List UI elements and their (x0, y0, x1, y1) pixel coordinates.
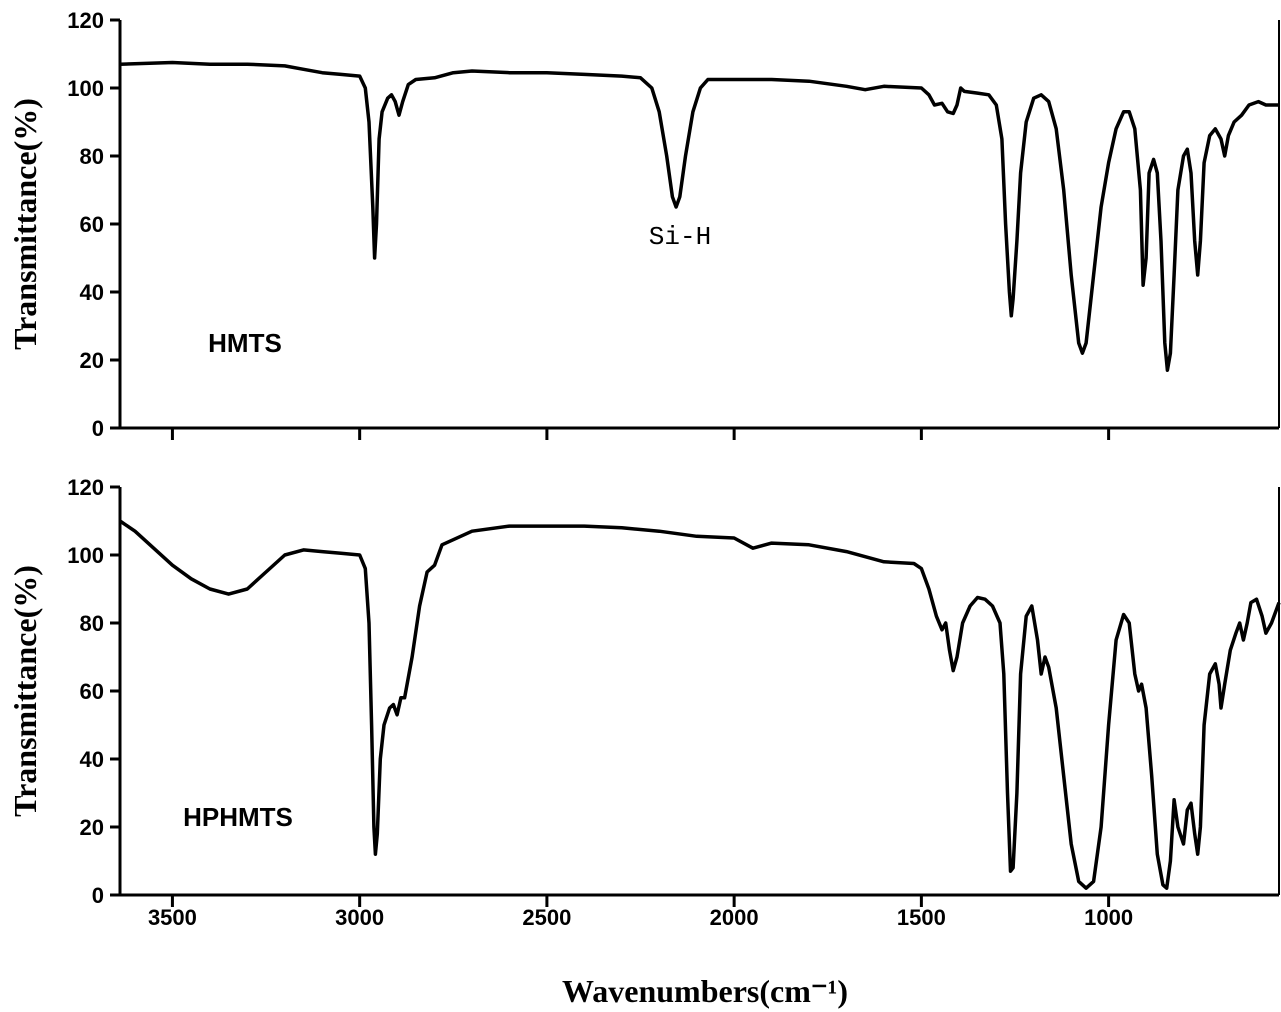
y-tick-label: 20 (80, 348, 104, 373)
y-tick-label: 60 (80, 212, 104, 237)
x-tick-label: 1000 (1084, 905, 1133, 930)
y-tick-label: 80 (80, 144, 104, 169)
spectrum-line (119, 519, 1281, 890)
y-tick-label: 0 (92, 416, 104, 441)
y-tick-label: 120 (67, 475, 104, 500)
y-tick-label: 100 (67, 543, 104, 568)
y-tick-label: 60 (80, 679, 104, 704)
x-tick-label: 2000 (710, 905, 759, 930)
y-axis-label: Transmittance(%) (7, 98, 43, 350)
annotation: HMTS (208, 328, 282, 358)
y-tick-label: 120 (67, 8, 104, 33)
y-tick-label: 40 (80, 747, 104, 772)
x-tick-label: 1500 (897, 905, 946, 930)
y-tick-label: 0 (92, 883, 104, 908)
x-tick-label: 3500 (148, 905, 197, 930)
x-tick-label: 3000 (335, 905, 384, 930)
y-tick-label: 80 (80, 611, 104, 636)
y-tick-label: 40 (80, 280, 104, 305)
y-axis-label: Transmittance(%) (7, 565, 43, 817)
x-tick-label: 2500 (522, 905, 571, 930)
x-axis-label: Wavenumbers(cm⁻¹) (562, 973, 848, 1009)
annotation: HPHMTS (183, 802, 293, 832)
annotation: Si-H (649, 222, 711, 252)
y-tick-label: 100 (67, 76, 104, 101)
y-tick-label: 20 (80, 815, 104, 840)
spectrum-line (119, 60, 1279, 372)
